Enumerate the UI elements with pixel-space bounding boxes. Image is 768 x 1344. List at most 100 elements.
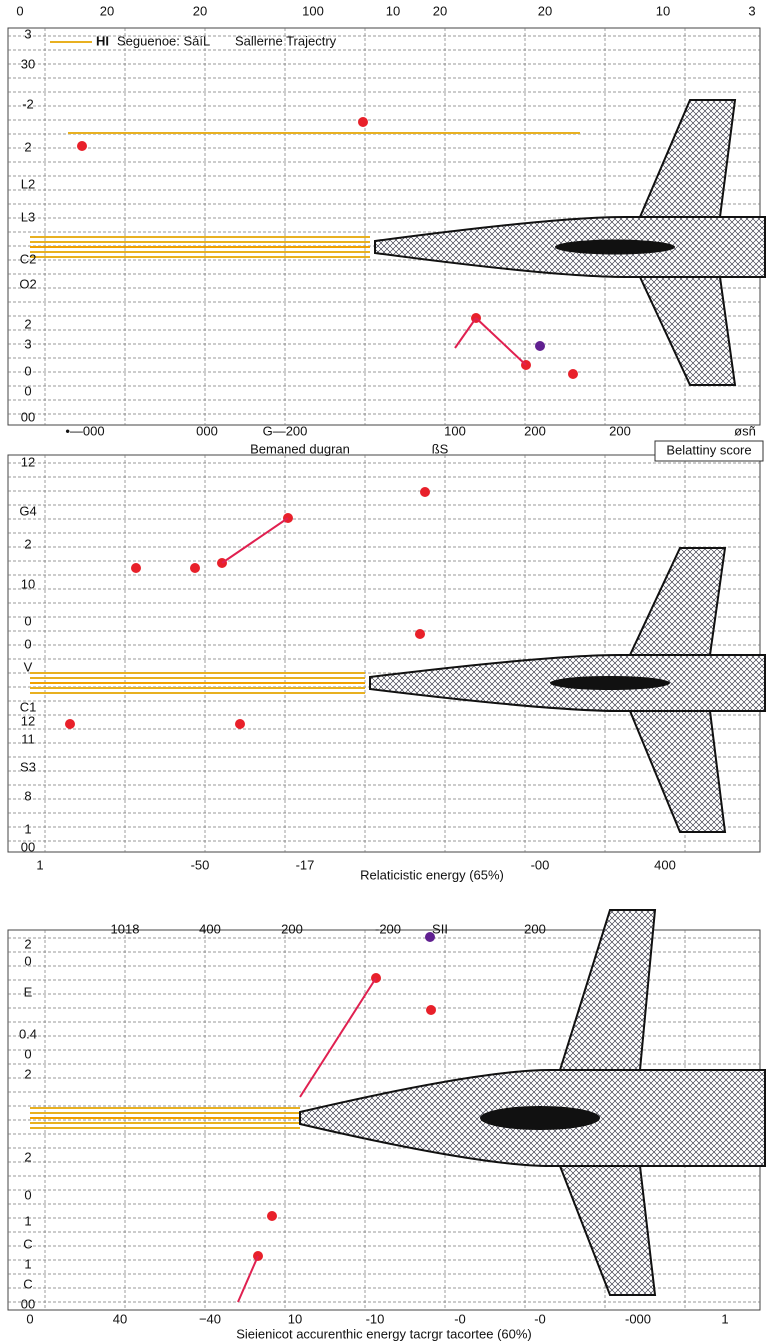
y-tick-label: G4: [19, 503, 36, 518]
plot-frame: [7, 454, 761, 853]
point: [420, 487, 430, 497]
jet-cockpit: [480, 1106, 600, 1130]
y-tick-label: 0: [24, 383, 31, 398]
top-tick-label: SII: [432, 921, 448, 936]
x-tick-label: 200: [524, 423, 546, 438]
x-tick-label: 0: [26, 1311, 33, 1326]
x-tick-label: 1: [721, 1311, 728, 1326]
x-tick-label: -000: [625, 1311, 651, 1326]
y-tick-label: 1: [24, 821, 31, 836]
jet-cockpit: [550, 676, 670, 690]
y-tick-label: C2: [20, 251, 37, 266]
top-tick-label: 20: [433, 3, 447, 18]
y-tick-label: 1: [24, 1256, 31, 1271]
y-tick-label: 3: [24, 26, 31, 41]
y-tick-label: 0: [24, 613, 31, 628]
top-tick-label: 20: [538, 3, 552, 18]
x-tick-label: -50: [191, 857, 210, 872]
top-tick-label: 200: [281, 921, 303, 936]
jet-wing: [638, 276, 737, 386]
y-tick-label: 0: [24, 363, 31, 378]
y-tick-label: 8: [24, 788, 31, 803]
top-tick-label: 10: [656, 3, 670, 18]
x-tick-label: 10: [288, 1311, 302, 1326]
x-tick-label: -10: [366, 1311, 385, 1326]
top-tick-label: -200: [375, 921, 401, 936]
x-tick-label: -17: [296, 857, 315, 872]
y-tick-label: 00: [21, 839, 35, 854]
y-tick-label: 0: [24, 1046, 31, 1061]
x-tick-label: •—000: [65, 423, 104, 438]
x-tick-label: -0: [454, 1311, 466, 1326]
point: [65, 719, 75, 729]
top-tick-label: 400: [199, 921, 221, 936]
top-tick-label: 3: [748, 3, 755, 18]
point: [426, 1005, 436, 1015]
jet-wing: [628, 710, 727, 833]
y-tick-label: O2: [19, 276, 36, 291]
connector: [221, 517, 289, 564]
y-tick-label: S3: [20, 759, 36, 774]
x-tick-label: G—200: [263, 423, 308, 438]
point: [131, 563, 141, 573]
x-tick-label: -00: [531, 857, 550, 872]
legend-label: Seguenoe: SáíL: [117, 33, 210, 48]
y-tick-label: C: [23, 1236, 32, 1251]
y-tick-label: 3: [24, 336, 31, 351]
y-tick-label: 00: [21, 1296, 35, 1311]
caption: Bemaned dugran: [250, 441, 350, 456]
x-tick-label: 200: [609, 423, 631, 438]
x-tick-label: 40: [113, 1311, 127, 1326]
x-tick-label: −40: [199, 1311, 221, 1326]
y-tick-label: 0: [24, 636, 31, 651]
point: [415, 629, 425, 639]
jet-wing: [558, 1165, 657, 1296]
point: [190, 563, 200, 573]
connector: [475, 317, 527, 366]
point: [535, 341, 545, 351]
x-tick-label: 000: [196, 423, 218, 438]
x-tick-label: 1: [36, 857, 43, 872]
y-tick-label: 2: [24, 1149, 31, 1164]
y-tick-label: 12: [21, 713, 35, 728]
top-tick-label: 1018: [111, 921, 140, 936]
x-tick-label: -0: [534, 1311, 546, 1326]
legend-marker: HI: [96, 33, 109, 48]
y-tick-label: 0.4: [19, 1026, 37, 1041]
jet-wing: [638, 99, 737, 218]
y-tick-label: 1: [24, 1213, 31, 1228]
y-tick-label: 0: [24, 1187, 31, 1202]
point: [267, 1211, 277, 1221]
axis-title: Sieienicot accurenthic energy tacrgr tac…: [236, 1326, 532, 1341]
y-tick-label: 2: [24, 316, 31, 331]
y-tick-label: 12: [21, 454, 35, 469]
y-tick-label: C: [23, 1276, 32, 1291]
y-tick-label: 00: [21, 409, 35, 424]
y-tick-label: C1: [20, 699, 37, 714]
top-tick-label: 200: [524, 921, 546, 936]
y-tick-label: 0: [24, 953, 31, 968]
caption-mark: ßS: [432, 441, 449, 456]
legend-label: Sallerne Trajectry: [235, 33, 337, 48]
top-tick-label: 20: [193, 3, 207, 18]
connector: [454, 317, 477, 349]
top-tick-label: 100: [302, 3, 324, 18]
jet-wing: [628, 547, 727, 656]
point: [425, 932, 435, 942]
y-tick-label: 2: [24, 536, 31, 551]
score-box: [654, 440, 764, 462]
y-tick-label: L2: [21, 176, 35, 191]
point: [568, 369, 578, 379]
connector: [299, 977, 377, 1098]
score-label: Belattiny score: [666, 442, 751, 457]
y-tick-label: V: [24, 659, 33, 674]
connector: [237, 1255, 259, 1303]
x-tick-label: 100: [444, 423, 466, 438]
jet-wing: [558, 909, 657, 1071]
top-tick-label: 0: [16, 3, 23, 18]
top-tick-label: 20: [100, 3, 114, 18]
y-tick-label: L3: [21, 209, 35, 224]
point: [77, 141, 87, 151]
y-tick-label: 2: [24, 1066, 31, 1081]
